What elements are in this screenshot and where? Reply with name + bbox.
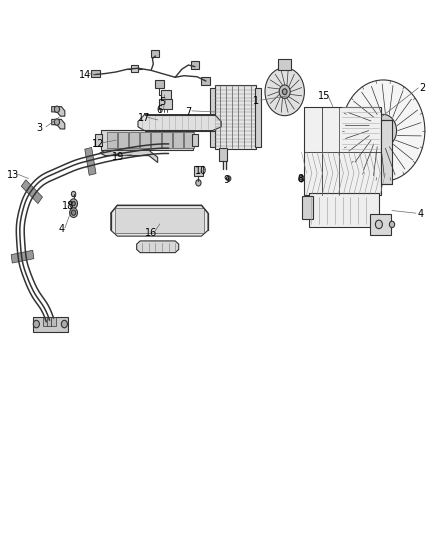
Bar	[255, 88, 261, 147]
Bar	[155, 80, 164, 88]
Text: 18: 18	[62, 201, 74, 211]
Bar	[162, 132, 172, 148]
Bar	[219, 148, 227, 161]
Text: 4: 4	[417, 209, 424, 219]
Bar	[33, 317, 68, 332]
Circle shape	[70, 199, 78, 208]
Text: 17: 17	[138, 114, 151, 123]
Text: 2: 2	[420, 83, 426, 93]
Bar	[43, 317, 48, 326]
Bar	[381, 120, 392, 184]
Bar	[131, 65, 138, 72]
Text: 14: 14	[79, 70, 92, 79]
Polygon shape	[85, 148, 96, 175]
Bar	[309, 193, 379, 227]
Text: 12: 12	[92, 139, 105, 149]
Bar	[159, 99, 172, 109]
Bar	[210, 88, 215, 147]
Polygon shape	[111, 205, 208, 236]
Bar	[370, 214, 391, 235]
Circle shape	[265, 68, 304, 116]
Bar	[151, 50, 159, 57]
Bar	[115, 208, 204, 233]
Polygon shape	[52, 119, 65, 129]
Circle shape	[196, 180, 201, 186]
Circle shape	[378, 125, 388, 136]
Circle shape	[61, 320, 67, 328]
Text: 13: 13	[7, 170, 19, 180]
Bar	[173, 132, 183, 148]
Polygon shape	[137, 241, 179, 253]
Text: 5: 5	[159, 98, 165, 107]
Bar	[129, 132, 139, 148]
Bar	[215, 85, 256, 149]
Circle shape	[299, 175, 304, 182]
Text: 3: 3	[36, 123, 42, 133]
Circle shape	[283, 89, 287, 94]
Text: 10: 10	[195, 166, 208, 175]
Bar	[95, 134, 102, 146]
Text: 1: 1	[253, 96, 259, 106]
Circle shape	[279, 85, 290, 99]
Bar	[118, 132, 128, 148]
Polygon shape	[11, 251, 34, 263]
Bar	[304, 107, 381, 195]
Circle shape	[70, 208, 78, 217]
Text: 19: 19	[112, 152, 124, 161]
Text: 16: 16	[145, 229, 157, 238]
Bar	[161, 90, 171, 100]
Circle shape	[54, 119, 60, 125]
Bar	[184, 132, 194, 148]
Bar	[107, 132, 117, 148]
Text: 4: 4	[58, 224, 64, 234]
Text: 7: 7	[185, 107, 191, 117]
Text: 15: 15	[318, 91, 330, 101]
Bar	[91, 70, 100, 77]
Text: 8: 8	[297, 174, 303, 183]
Text: 9: 9	[223, 175, 230, 184]
Bar	[191, 61, 199, 69]
Bar	[192, 134, 198, 146]
Circle shape	[375, 220, 382, 229]
Polygon shape	[52, 107, 65, 116]
Bar	[302, 196, 313, 219]
Bar	[151, 132, 161, 148]
Circle shape	[226, 176, 231, 181]
Polygon shape	[100, 150, 158, 163]
Circle shape	[54, 106, 60, 112]
Circle shape	[72, 201, 75, 206]
Bar	[278, 59, 291, 70]
Bar	[101, 130, 193, 150]
Bar	[201, 77, 210, 85]
Bar	[194, 166, 203, 176]
Bar	[140, 132, 150, 148]
Circle shape	[342, 80, 425, 181]
Polygon shape	[138, 115, 221, 131]
Bar	[51, 317, 56, 326]
Circle shape	[389, 221, 395, 228]
Circle shape	[71, 191, 76, 197]
Circle shape	[33, 320, 39, 328]
Circle shape	[71, 210, 76, 215]
Circle shape	[370, 115, 396, 147]
Text: 6: 6	[157, 106, 163, 115]
Polygon shape	[21, 180, 42, 204]
Bar	[47, 317, 51, 326]
